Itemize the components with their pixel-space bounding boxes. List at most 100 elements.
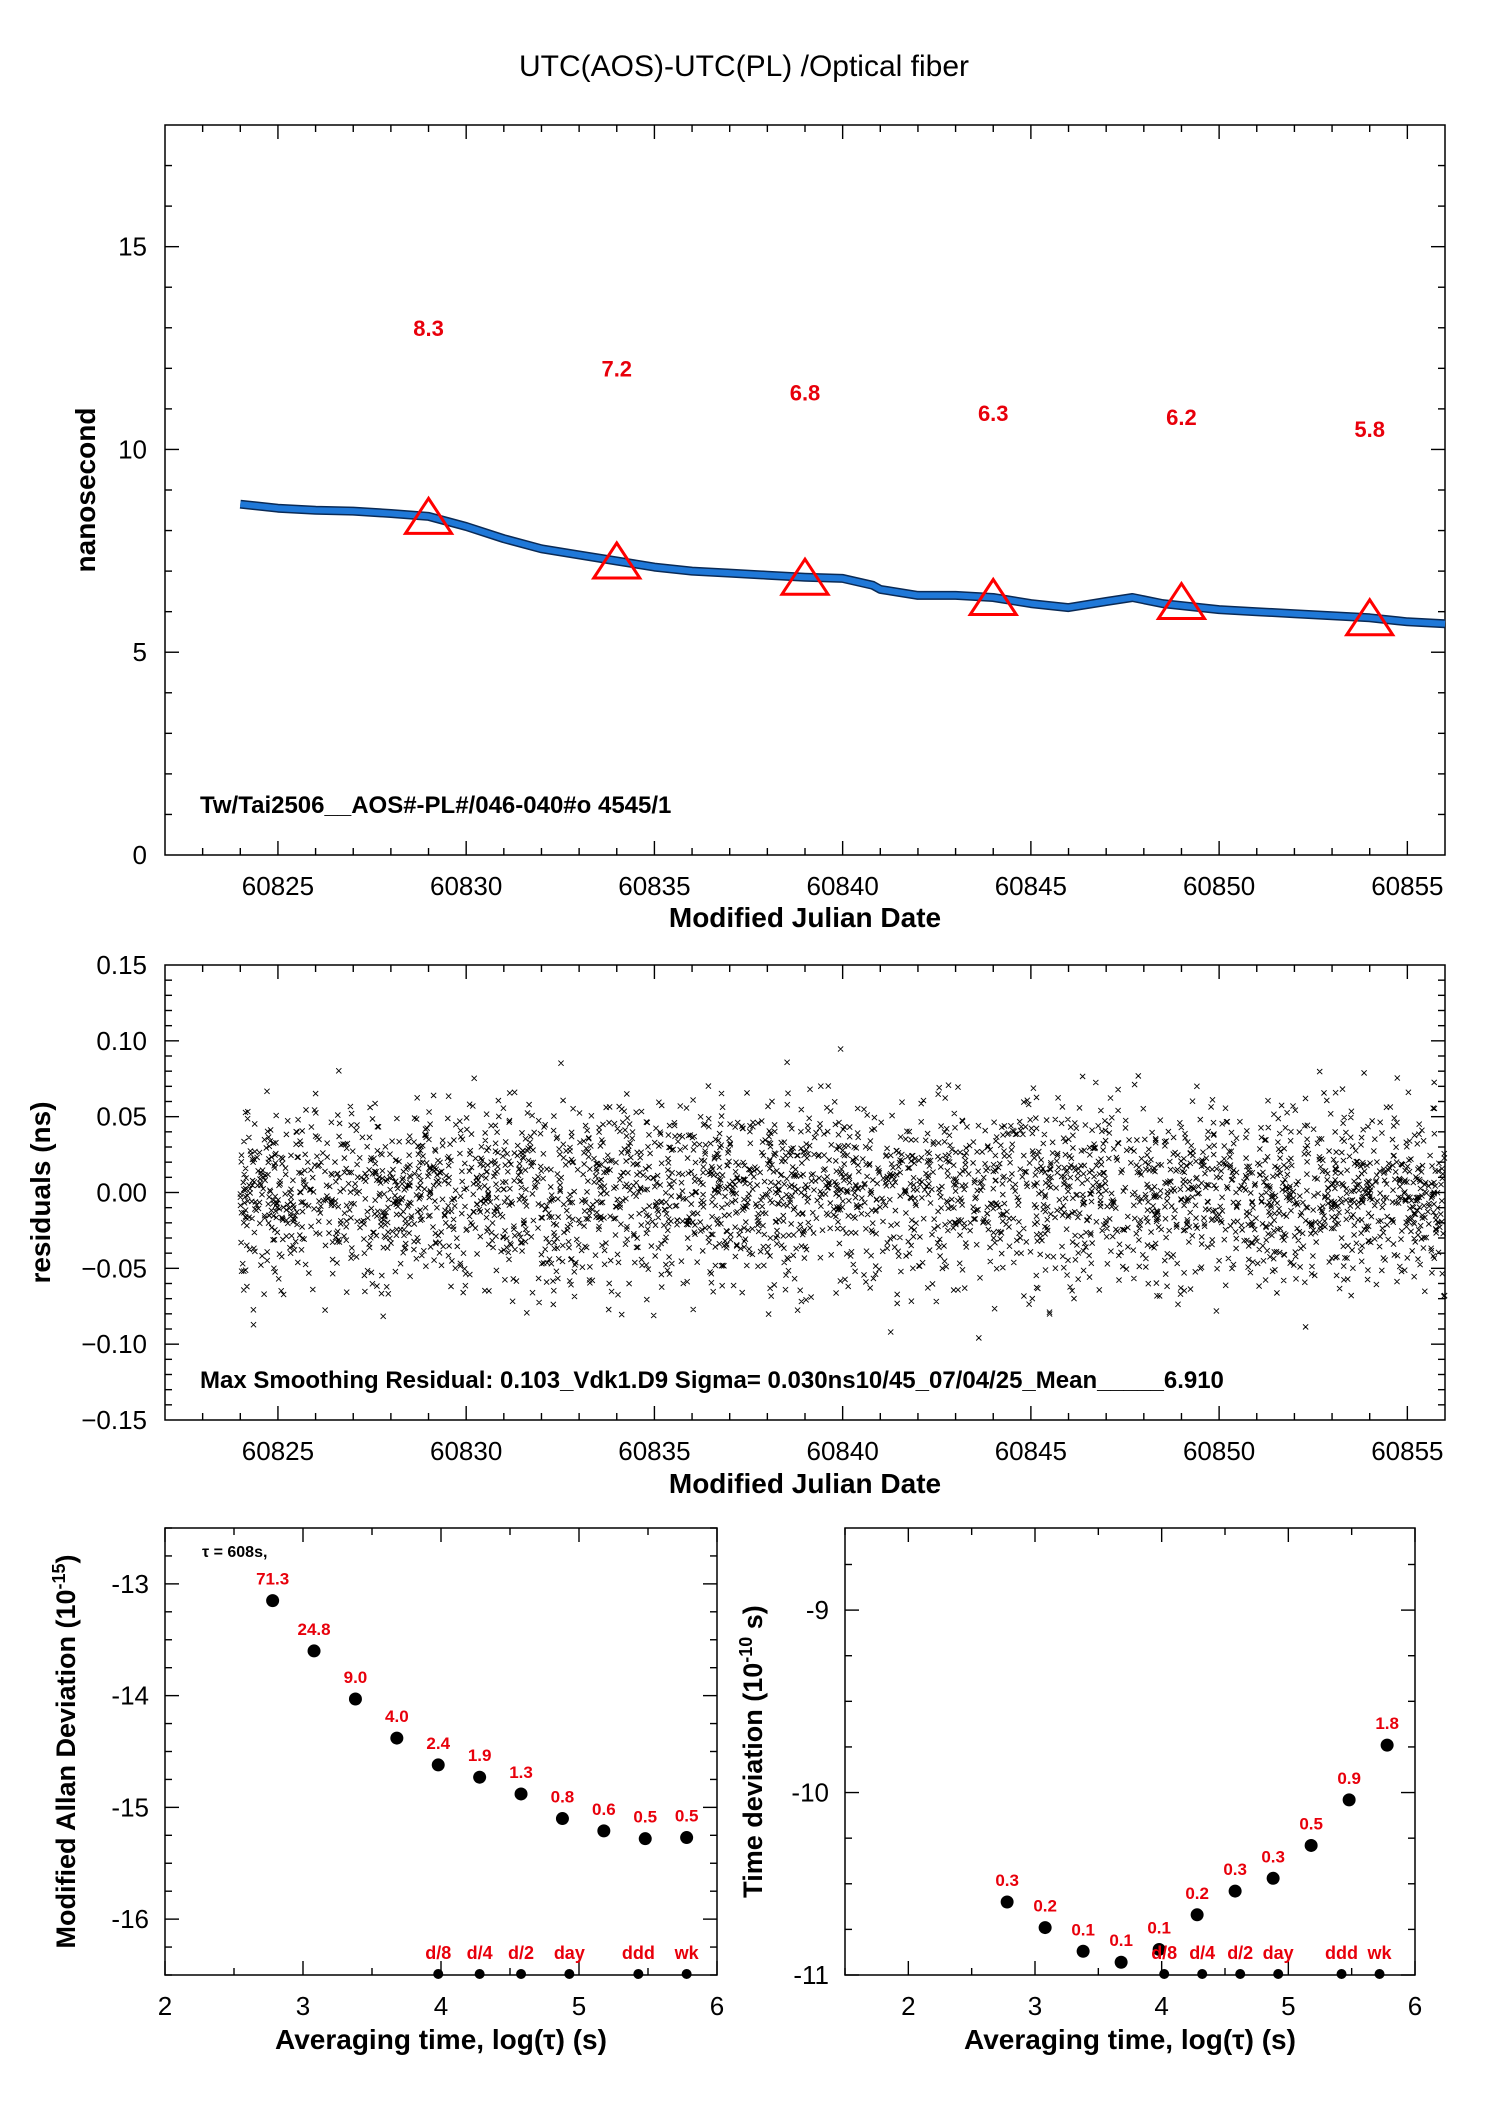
period-mark-point bbox=[633, 1969, 644, 1979]
period-mark-label: ddd bbox=[622, 1943, 655, 1963]
deviation-value-label: 24.8 bbox=[297, 1620, 330, 1639]
y-tick-label: -13 bbox=[111, 1569, 149, 1599]
data-series-line bbox=[239, 501, 1446, 627]
y-tick-label: -11 bbox=[793, 1960, 829, 1990]
x-axis-label: Modified Julian Date bbox=[669, 1468, 941, 1499]
deviation-point bbox=[390, 1731, 404, 1745]
x-tick-label: 60830 bbox=[430, 871, 502, 901]
y-axis-label-exponent: -15 bbox=[49, 1563, 69, 1589]
deviation-value-label: 1.8 bbox=[1375, 1714, 1399, 1733]
y-tick-label: -10 bbox=[791, 1778, 829, 1808]
marker-value-label: 5.8 bbox=[1354, 417, 1385, 442]
x-tick-label: 60840 bbox=[806, 871, 878, 901]
x-tick-label: 60855 bbox=[1371, 1436, 1443, 1466]
y-tick-label: −0.05 bbox=[81, 1253, 147, 1283]
period-mark-point bbox=[516, 1969, 527, 1979]
deviation-point bbox=[597, 1824, 611, 1838]
y-tick-label: 0 bbox=[133, 840, 147, 870]
period-mark-label: day bbox=[1263, 1943, 1294, 1963]
deviation-value-label: 0.5 bbox=[675, 1807, 699, 1826]
plot-frame bbox=[164, 124, 1446, 856]
x-axis-label: Averaging time, log(τ) (s) bbox=[275, 2024, 607, 2055]
data-series-outline bbox=[239, 499, 1446, 629]
deviation-value-label: 0.3 bbox=[1223, 1860, 1247, 1879]
x-axis-label: Averaging time, log(τ) (s) bbox=[964, 2024, 1296, 2055]
deviation-point bbox=[1000, 1895, 1014, 1909]
x-tick-label: 60845 bbox=[995, 871, 1067, 901]
period-mark-label: day bbox=[554, 1943, 585, 1963]
deviation-value-label: 0.1 bbox=[1109, 1931, 1133, 1950]
y-tick-label: -9 bbox=[806, 1595, 829, 1625]
x-tick-label: 60840 bbox=[806, 1436, 878, 1466]
y-tick-label: −0.10 bbox=[81, 1329, 147, 1359]
y-axis-label-exponent: -10 bbox=[736, 1637, 756, 1663]
deviation-value-label: 1.3 bbox=[509, 1763, 533, 1782]
deviation-point bbox=[680, 1831, 694, 1845]
y-tick-label: -16 bbox=[111, 1904, 149, 1934]
deviation-point bbox=[1076, 1944, 1090, 1958]
deviation-point bbox=[1152, 1942, 1166, 1956]
deviation-point bbox=[473, 1770, 487, 1784]
middle-panel-residuals-chart: 60825 60830 60835 60840 60845 60850 60855 −0.15… bbox=[25, 950, 1448, 1499]
y-axis-label: Modified Allan Deviation (10-15) bbox=[49, 1554, 81, 1948]
deviation-value-label: 4.0 bbox=[385, 1707, 409, 1726]
triangle-marker bbox=[967, 576, 1020, 616]
triangle-marker bbox=[779, 556, 831, 596]
period-mark-label: d/2 bbox=[1227, 1943, 1253, 1963]
y-tick-label: -15 bbox=[111, 1792, 149, 1822]
x-tick-label: 2 bbox=[901, 1991, 915, 2021]
x-tick-label: 4 bbox=[1154, 1991, 1168, 2021]
x-tick-label: 60835 bbox=[618, 871, 690, 901]
residual-stats-annotation: Max Smoothing Residual: 0.103_Vdk1.D9 Si… bbox=[200, 1367, 1224, 1394]
deviation-value-label: 0.3 bbox=[1261, 1847, 1285, 1866]
period-mark-label: d/4 bbox=[467, 1943, 493, 1963]
x-tick-label: 60835 bbox=[618, 1436, 690, 1466]
deviation-point bbox=[514, 1787, 528, 1801]
period-mark-point bbox=[681, 1969, 692, 1979]
y-tick-label: 0.10 bbox=[96, 1026, 147, 1056]
x-tick-label: 60830 bbox=[430, 1436, 502, 1466]
deviation-point bbox=[1342, 1793, 1356, 1807]
period-mark-label: d/4 bbox=[1189, 1943, 1215, 1963]
run-id-annotation: Tw/Tai2506__AOS#-PL#/046-040#o 4545/1 bbox=[200, 792, 671, 819]
y-tick-label: 15 bbox=[118, 232, 147, 262]
period-mark-label: d/8 bbox=[1151, 1943, 1177, 1963]
deviation-value-label: 0.1 bbox=[1071, 1920, 1095, 1939]
y-axis-label-unit: s) bbox=[738, 1605, 768, 1637]
y-tick-label: 5 bbox=[133, 637, 147, 667]
bottom-right-panel-time-deviation-chart: 2 3 4 5 6 -11 -10 -9 0.3 0.2 0.1 0.1 0.1 0.2 0.3 0.3 0.5… bbox=[736, 1527, 1422, 2055]
deviation-value-label: 0.9 bbox=[1337, 1769, 1361, 1788]
deviation-point bbox=[1380, 1738, 1394, 1752]
x-axis-label: Modified Julian Date bbox=[669, 902, 941, 933]
deviation-value-label: 2.4 bbox=[426, 1734, 450, 1753]
triangle-marker bbox=[1155, 580, 1208, 621]
deviation-point bbox=[1266, 1871, 1280, 1885]
x-tick-label: 3 bbox=[296, 1991, 310, 2021]
period-mark-point bbox=[1336, 1969, 1347, 1979]
x-tick-label: 2 bbox=[158, 1991, 172, 2021]
deviation-value-label: 71.3 bbox=[256, 1570, 289, 1589]
y-tick-label: −0.15 bbox=[81, 1405, 147, 1435]
deviation-value-label: 0.8 bbox=[551, 1788, 575, 1807]
x-tick-label: 6 bbox=[710, 1991, 724, 2021]
deviation-point bbox=[266, 1594, 280, 1608]
marker-value-label: 6.2 bbox=[1166, 405, 1197, 430]
x-tick-label: 60825 bbox=[242, 1436, 314, 1466]
period-mark-point bbox=[1159, 1969, 1170, 1979]
deviation-value-label: 0.6 bbox=[592, 1800, 616, 1819]
period-mark-point bbox=[1197, 1969, 1208, 1979]
deviation-value-label: 1.9 bbox=[468, 1746, 492, 1765]
x-tick-label: 60850 bbox=[1183, 871, 1255, 901]
x-tick-label: 5 bbox=[1281, 1991, 1295, 2021]
y-axis-label: residuals (ns) bbox=[25, 1101, 56, 1283]
deviation-point bbox=[307, 1644, 321, 1658]
residual-points bbox=[237, 1046, 1448, 1341]
y-tick-label: 10 bbox=[118, 434, 147, 464]
y-tick-label: -14 bbox=[111, 1681, 149, 1711]
period-mark-label: ddd bbox=[1325, 1943, 1358, 1963]
deviation-point bbox=[1038, 1921, 1052, 1935]
period-mark-point bbox=[564, 1969, 575, 1979]
marker-value-label: 7.2 bbox=[601, 356, 632, 381]
marker-value-label: 8.3 bbox=[413, 316, 444, 341]
x-tick-label: 60845 bbox=[995, 1436, 1067, 1466]
